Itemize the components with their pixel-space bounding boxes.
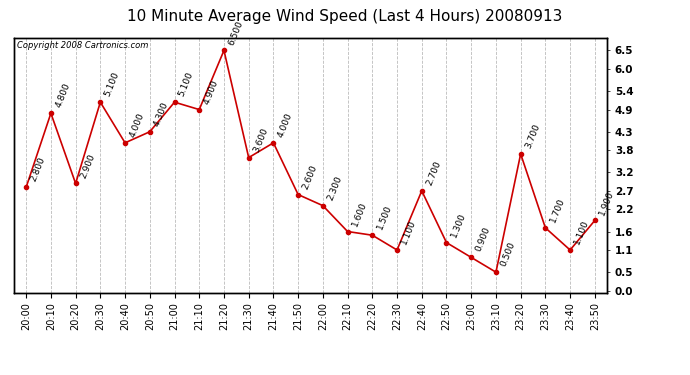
- Text: 6.500: 6.500: [227, 19, 245, 46]
- Text: 0.500: 0.500: [499, 241, 517, 268]
- Text: 5.100: 5.100: [177, 70, 195, 98]
- Text: 1.100: 1.100: [400, 219, 418, 246]
- Text: 1.500: 1.500: [375, 204, 393, 231]
- Text: 2.800: 2.800: [29, 156, 47, 183]
- Text: 5.100: 5.100: [103, 70, 121, 98]
- Text: 3.600: 3.600: [251, 126, 270, 153]
- Text: 4.000: 4.000: [276, 111, 294, 139]
- Text: 4.900: 4.900: [202, 78, 220, 105]
- Text: 10 Minute Average Wind Speed (Last 4 Hours) 20080913: 10 Minute Average Wind Speed (Last 4 Hou…: [128, 9, 562, 24]
- Text: 4.800: 4.800: [54, 82, 72, 109]
- Text: Copyright 2008 Cartronics.com: Copyright 2008 Cartronics.com: [17, 41, 148, 50]
- Text: 1.700: 1.700: [548, 196, 566, 223]
- Text: 4.000: 4.000: [128, 111, 146, 139]
- Text: 2.600: 2.600: [301, 163, 319, 190]
- Text: 1.100: 1.100: [573, 219, 591, 246]
- Text: 4.300: 4.300: [152, 100, 170, 128]
- Text: 2.900: 2.900: [79, 152, 97, 179]
- Text: 1.600: 1.600: [351, 200, 368, 227]
- Text: 1.900: 1.900: [598, 189, 615, 216]
- Text: 3.700: 3.700: [524, 122, 542, 150]
- Text: 2.700: 2.700: [424, 159, 442, 187]
- Text: 0.900: 0.900: [474, 226, 492, 253]
- Text: 2.300: 2.300: [326, 174, 344, 201]
- Text: 1.300: 1.300: [449, 211, 467, 238]
